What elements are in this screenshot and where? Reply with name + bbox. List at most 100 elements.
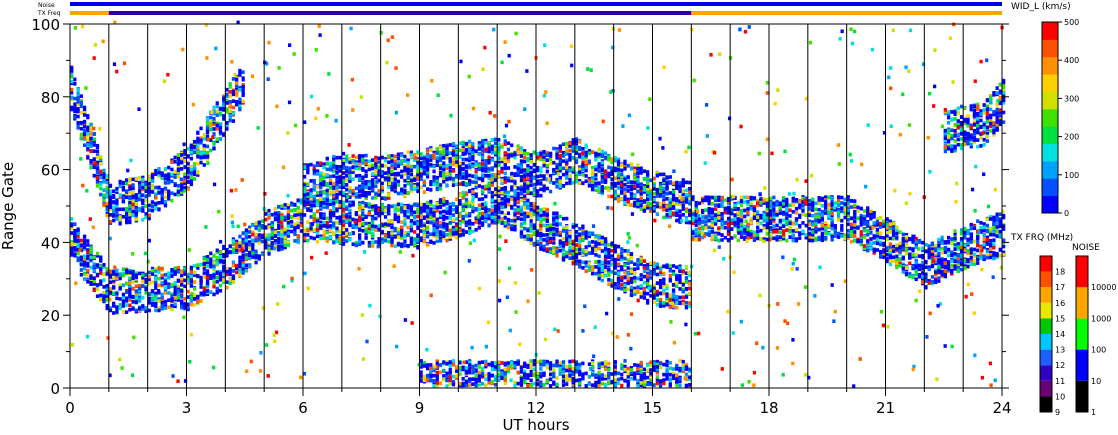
echo-cell	[377, 160, 381, 165]
echo-cell	[536, 214, 540, 218]
echo-cell	[435, 229, 439, 234]
echo-cell	[380, 237, 384, 242]
echo-cell	[448, 207, 452, 212]
echo-cell	[532, 226, 536, 231]
echo-cell	[468, 178, 472, 183]
echo-cell	[493, 147, 498, 152]
echo-cell	[212, 266, 216, 270]
echo-cell	[367, 240, 371, 245]
echo-cell	[241, 231, 245, 235]
echo-cell	[445, 216, 449, 220]
echo-cell	[332, 169, 336, 173]
echo-cell	[616, 199, 621, 203]
echo-cell	[183, 305, 187, 310]
echo-cell	[613, 158, 617, 163]
echo-cell	[286, 220, 291, 225]
echo-cell	[458, 199, 462, 203]
echo-cell	[413, 238, 417, 243]
echo-cell	[215, 261, 219, 266]
echo-cell	[367, 230, 371, 235]
echo-cell	[86, 254, 90, 259]
echo-cell	[205, 255, 210, 259]
echo-cell	[409, 187, 414, 191]
echo-cell	[568, 230, 572, 235]
echo-cell	[649, 192, 653, 197]
echo-cell	[154, 291, 158, 296]
echo-cell	[665, 302, 669, 307]
echo-cell	[591, 240, 595, 244]
echo-cell	[468, 225, 472, 230]
echo-cell	[273, 230, 278, 234]
echo-cell	[361, 193, 365, 198]
echo-cell	[688, 213, 692, 217]
echo-cell	[128, 276, 132, 281]
echo-cell	[202, 290, 206, 295]
echo-cell	[636, 290, 640, 295]
echo-cell	[642, 287, 647, 292]
echo-cell	[616, 197, 621, 202]
echo-cell	[396, 215, 401, 220]
echo-cell	[558, 149, 562, 153]
echo-cell	[416, 186, 420, 191]
echo-cell	[684, 264, 689, 269]
echo-cell	[254, 238, 258, 242]
echo-cell	[597, 154, 601, 159]
echo-cell	[244, 238, 248, 242]
echo-cell	[432, 213, 436, 218]
echo-cell	[82, 119, 87, 124]
echo-cell	[532, 192, 536, 197]
echo-cell	[600, 260, 604, 265]
echo-cell	[189, 283, 193, 288]
echo-cell	[374, 195, 378, 200]
echo-cell	[568, 148, 572, 153]
echo-cell	[354, 162, 359, 166]
echo-cell	[416, 244, 420, 249]
echo-cell	[380, 211, 384, 216]
echo-cell	[487, 213, 491, 218]
echo-cell	[655, 173, 659, 178]
echo-cell	[364, 201, 368, 206]
echo-cell	[173, 281, 177, 285]
echo-cell	[497, 185, 501, 190]
echo-cell	[351, 158, 355, 163]
echo-cell	[383, 208, 388, 213]
echo-cell	[280, 206, 284, 210]
echo-cell	[351, 217, 355, 222]
echo-cell	[603, 269, 608, 273]
echo-cell	[328, 161, 333, 166]
echo-cell	[539, 213, 543, 218]
echo-cell	[393, 171, 397, 176]
echo-cell	[448, 216, 452, 220]
echo-cell	[539, 220, 543, 224]
echo-cell	[370, 244, 375, 248]
echo-cell	[662, 215, 666, 220]
echo-cell	[662, 277, 666, 282]
echo-cell	[400, 202, 404, 207]
echo-cell	[629, 260, 634, 264]
echo-cell	[484, 214, 488, 218]
echo-cell	[438, 150, 443, 154]
echo-cell	[335, 200, 339, 204]
echo-cell	[332, 194, 336, 199]
echo-cell	[471, 205, 475, 210]
echo-cell	[205, 289, 210, 293]
echo-cell	[571, 239, 575, 244]
echo-cell	[578, 181, 582, 185]
echo-cell	[192, 270, 197, 275]
echo-cell	[390, 161, 394, 166]
echo-cell	[545, 215, 549, 219]
echo-cell	[370, 163, 375, 168]
echo-cell	[70, 88, 74, 92]
echo-cell	[180, 282, 184, 287]
echo-cell	[503, 180, 507, 184]
echo-cell	[309, 179, 313, 183]
echo-cell	[675, 301, 679, 305]
echo-cell	[642, 266, 647, 271]
echo-cell	[613, 156, 617, 160]
echo-cell	[639, 199, 643, 204]
echo-cell	[526, 201, 530, 206]
echo-cell	[626, 184, 630, 189]
echo-cell	[79, 243, 83, 248]
echo-cell	[303, 236, 307, 241]
echo-cell	[286, 205, 291, 210]
